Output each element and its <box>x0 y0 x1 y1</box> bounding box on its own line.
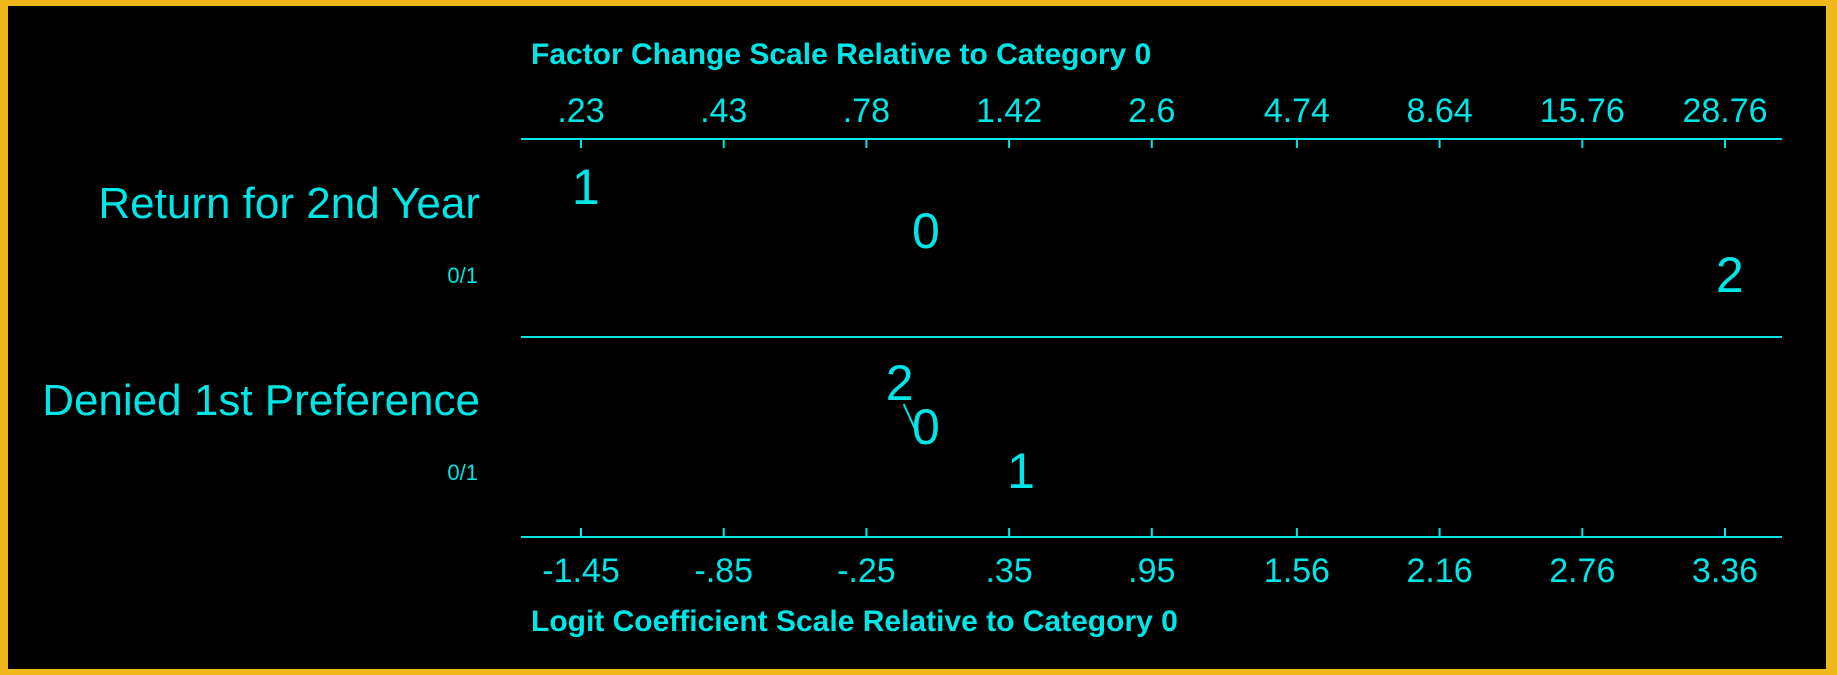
variable-sublabel: 0/1 <box>447 263 478 288</box>
bottom-tick-label: 3.36 <box>1692 552 1758 590</box>
bottom-tick-label: -.85 <box>694 552 753 590</box>
top-tick-label: .23 <box>557 92 604 130</box>
top-tick-label: 4.74 <box>1264 92 1330 130</box>
point-category-1: 1 <box>572 159 600 215</box>
bottom-tick-label: .35 <box>985 552 1032 590</box>
top-axis-ticks: .23 .43 .78 1.42 2.6 4.74 8.64 15.76 28.76 <box>557 92 1768 148</box>
point-category-0: 0 <box>912 203 940 259</box>
bottom-axis: -1.45 -.85 -.25 .35 .95 1.56 2.16 2.76 3.36 Logi… <box>521 528 1782 638</box>
bottom-tick-label: -1.45 <box>542 552 620 590</box>
bottom-axis-title: Logit Coefficient Scale Relative to Cate… <box>531 605 1178 638</box>
top-tick-label: .43 <box>700 92 747 130</box>
bottom-tick-label: 2.16 <box>1407 552 1473 590</box>
top-axis-title: Factor Change Scale Relative to Category… <box>531 38 1151 71</box>
top-tick-label: 1.42 <box>976 92 1042 130</box>
point-category-2: 2 <box>1716 247 1744 303</box>
variable-sublabel: 0/1 <box>447 460 478 485</box>
variable-label: Return for 2nd Year <box>98 179 480 228</box>
bottom-tick-label: .95 <box>1128 552 1175 590</box>
bottom-tick-label: -.25 <box>837 552 896 590</box>
overlap-connector <box>902 403 923 445</box>
bottom-axis-ticks: -1.45 -.85 -.25 .35 .95 1.56 2.16 2.76 3.36 <box>542 528 1758 590</box>
top-tick-label: 2.6 <box>1128 92 1175 130</box>
top-axis: Factor Change Scale Relative to Category… <box>521 38 1782 148</box>
point-category-1: 1 <box>1007 443 1035 499</box>
point-category-0: 0 <box>912 399 940 455</box>
top-tick-label: 8.64 <box>1407 92 1473 130</box>
top-tick-label: 28.76 <box>1682 92 1767 130</box>
row-label-return: Return for 2nd Year 0/1 <box>98 179 480 288</box>
point-category-2: 2 <box>886 355 914 411</box>
top-tick-label: .78 <box>843 92 890 130</box>
bottom-tick-label: 1.56 <box>1264 552 1330 590</box>
row-label-denied: Denied 1st Preference 0/1 <box>42 376 480 485</box>
variable-label: Denied 1st Preference <box>42 376 480 425</box>
bottom-tick-label: 2.76 <box>1549 552 1615 590</box>
top-tick-label: 15.76 <box>1540 92 1625 130</box>
